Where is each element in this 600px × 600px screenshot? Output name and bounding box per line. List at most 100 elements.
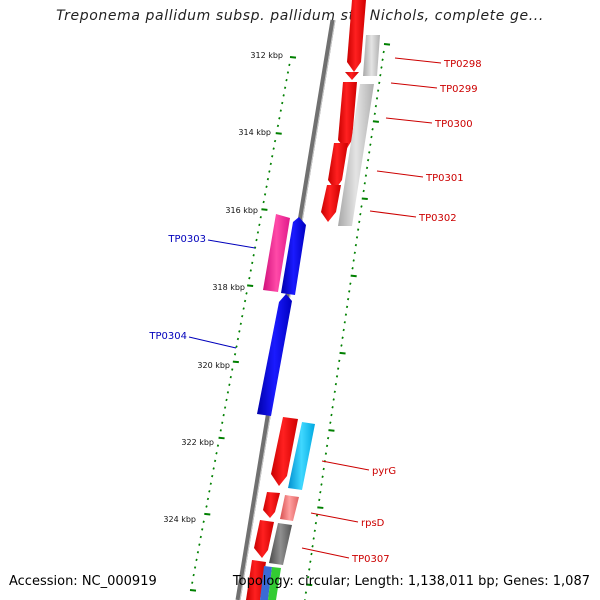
gene-tp0304[interactable] bbox=[257, 294, 292, 416]
right-track-tick-8 bbox=[374, 104, 378, 108]
scale-label-322: 322 kbp bbox=[181, 438, 214, 447]
left-track-tick-19 bbox=[262, 200, 265, 204]
right-track-tick-67 bbox=[309, 560, 312, 563]
gene-tp0303[interactable] bbox=[263, 214, 290, 292]
right-track-tick-52 bbox=[325, 444, 329, 448]
gene-tp0307[interactable] bbox=[254, 520, 274, 558]
gene-bottom-red[interactable] bbox=[246, 560, 266, 600]
gene-bottom-green[interactable] bbox=[268, 567, 281, 600]
right-track-tick-5 bbox=[378, 81, 381, 85]
gene-tp0303-blue[interactable] bbox=[281, 217, 306, 295]
gene-tp0300-grey[interactable] bbox=[338, 84, 374, 226]
gene-rpsD[interactable] bbox=[263, 492, 280, 518]
label-tp0304[interactable]: TP0304 bbox=[148, 331, 187, 342]
label-pyrG[interactable]: pyrG bbox=[372, 466, 396, 477]
left-track-tick-63 bbox=[199, 535, 202, 539]
gene-pyrG-cyan[interactable] bbox=[288, 422, 315, 490]
right-track-tick-26 bbox=[354, 243, 358, 247]
leader-tp0307 bbox=[301, 547, 350, 559]
right-track-tick-34 bbox=[345, 305, 349, 309]
left-track-tick-14 bbox=[269, 162, 272, 166]
left-track-tick-56 bbox=[209, 482, 212, 485]
left-track-tick-7 bbox=[279, 109, 282, 112]
gene-tp0302[interactable] bbox=[321, 185, 341, 222]
right-track-tick-17 bbox=[364, 174, 368, 177]
right-track-tick-25 bbox=[355, 236, 359, 239]
right-track-tick-38 bbox=[341, 336, 344, 339]
left-track-tick-3 bbox=[285, 78, 288, 82]
left-track-tick-43 bbox=[228, 383, 231, 386]
left-track-tick-23 bbox=[256, 231, 260, 234]
left-track-tick-70 bbox=[189, 589, 197, 592]
gene-rpsD-pink[interactable] bbox=[280, 495, 299, 521]
gene-tp0307-dark[interactable] bbox=[269, 523, 292, 565]
label-tp0303[interactable]: TP0303 bbox=[167, 234, 206, 245]
label-tp0302[interactable]: TP0302 bbox=[418, 213, 457, 224]
left-track-tick-66 bbox=[195, 558, 198, 562]
right-track-tick-13 bbox=[369, 143, 372, 146]
right-track-tick-0 bbox=[383, 43, 391, 46]
left-track-tick-27 bbox=[251, 261, 254, 265]
right-track-tick-39 bbox=[340, 344, 343, 347]
left-track-tick-2 bbox=[286, 71, 290, 74]
left-track-tick-37 bbox=[236, 337, 240, 341]
label-rpsD[interactable]: rpsD bbox=[361, 518, 385, 529]
label-tp0307[interactable]: TP0307 bbox=[351, 554, 390, 565]
right-track-tick-22 bbox=[359, 212, 362, 216]
leader-tp0304 bbox=[188, 336, 237, 349]
left-track-tick-39 bbox=[233, 353, 237, 356]
scale-label-316: 316 kbp bbox=[225, 206, 258, 215]
left-track-tick-6 bbox=[281, 101, 284, 105]
gene-tp0301[interactable] bbox=[328, 143, 348, 190]
gene-bottom-blue[interactable] bbox=[260, 566, 272, 600]
left-track-tick-16 bbox=[266, 177, 270, 181]
gene-tp0299[interactable] bbox=[345, 72, 359, 80]
left-track-tick-13 bbox=[271, 155, 274, 158]
right-track-tick-62 bbox=[314, 521, 318, 525]
left-track-tick-53 bbox=[213, 459, 217, 463]
left-track-tick-22 bbox=[258, 223, 261, 227]
left-track-tick-45 bbox=[225, 398, 228, 402]
gene-tp0300[interactable] bbox=[338, 82, 357, 150]
gene-tp0298-grey[interactable] bbox=[363, 35, 380, 76]
right-track-tick-57 bbox=[320, 483, 323, 486]
right-track-tick-6 bbox=[376, 89, 380, 92]
scale-label-312: 312 kbp bbox=[250, 51, 283, 60]
leader-tp0302 bbox=[369, 210, 417, 218]
label-tp0300[interactable]: TP0300 bbox=[434, 119, 473, 130]
label-tp0298[interactable]: TP0298 bbox=[443, 59, 482, 70]
accession-label: Accession: NC_000919 bbox=[9, 574, 157, 589]
left-track-tick-61 bbox=[202, 520, 205, 524]
left-track-tick-40 bbox=[232, 360, 239, 364]
right-track-tick-14 bbox=[368, 151, 371, 154]
left-track-tick-10 bbox=[275, 132, 282, 135]
right-track-tick-11 bbox=[371, 128, 374, 131]
left-track-tick-31 bbox=[245, 292, 248, 295]
right-track-tick-55 bbox=[322, 467, 325, 471]
right-track-tick-66 bbox=[310, 552, 313, 556]
left-track-tick-69 bbox=[191, 581, 194, 584]
right-track-tick-58 bbox=[319, 490, 322, 494]
left-track-tick-42 bbox=[229, 375, 232, 379]
right-track-tick-40 bbox=[339, 351, 346, 355]
left-track-tick-44 bbox=[226, 391, 230, 394]
right-track-tick-27 bbox=[353, 251, 356, 255]
left-track-tick-65 bbox=[196, 550, 200, 554]
topology-summary: Topology: circular; Length: 1,138,011 bp… bbox=[232, 574, 590, 589]
left-track-tick-33 bbox=[242, 307, 245, 310]
leader-rpsD bbox=[310, 512, 359, 523]
left-track-tick-8 bbox=[278, 116, 281, 120]
gene-pyrG[interactable] bbox=[271, 417, 298, 486]
right-track-tick-42 bbox=[336, 367, 340, 370]
right-track-tick-60 bbox=[317, 506, 324, 509]
gene-tp0298[interactable] bbox=[347, 0, 366, 72]
left-track-tick-11 bbox=[273, 139, 277, 143]
right-track-tick-18 bbox=[363, 182, 366, 185]
leader-tp0299 bbox=[390, 82, 438, 89]
left-track-tick-60 bbox=[204, 512, 211, 516]
left-track-tick-57 bbox=[208, 490, 211, 493]
right-track-tick-64 bbox=[312, 537, 315, 540]
label-tp0299[interactable]: TP0299 bbox=[439, 84, 478, 95]
left-track-tick-35 bbox=[239, 322, 242, 326]
label-tp0301[interactable]: TP0301 bbox=[425, 173, 464, 184]
